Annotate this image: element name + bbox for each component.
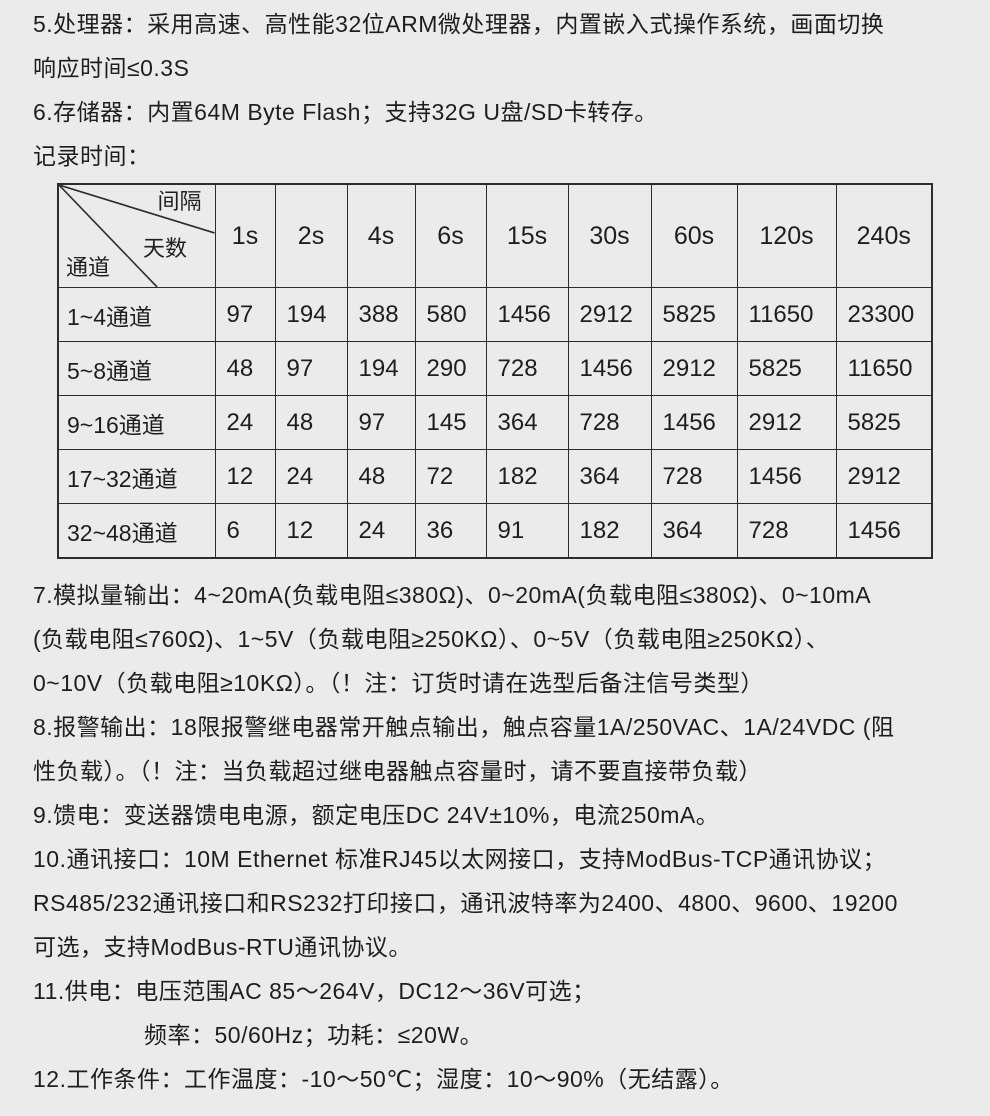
spec-item-analog-output: 7.模拟量输出：4~20mA(负载电阻≤380Ω)、0~20mA(负载电阻≤38…	[33, 573, 972, 705]
text-line: 响应时间≤0.3S	[33, 55, 190, 81]
text-line: 性负载）。（！注：当负载超过继电器触点容量时，请不要直接带负载）	[33, 758, 762, 784]
table-cell: 36	[414, 503, 487, 559]
table-cell: 1456	[650, 395, 738, 450]
text-line: 8.报警输出：18限报警继电器常开触点输出，触点容量1A/250VAC、1A/2…	[33, 714, 895, 740]
table-cell: 182	[567, 503, 652, 559]
table-header-row: 间隔 天数 通道 1s 2s 4s 6s 15s 30s 60s 120s 24…	[57, 183, 933, 288]
table-cell: 24	[346, 503, 416, 559]
table-cell: 97	[346, 395, 416, 450]
table-cell: 2912	[567, 287, 652, 342]
table-row: 5~8通道 48 97 194 290 728 1456 2912 5825 1…	[57, 341, 933, 396]
column-header: 30s	[567, 183, 652, 288]
table-cell: 364	[485, 395, 569, 450]
text-line: 5.处理器：采用高速、高性能32位ARM微处理器，内置嵌入式操作系统，画面切换	[33, 11, 885, 37]
table-cell: 388	[346, 287, 416, 342]
column-header: 1s	[214, 183, 276, 288]
table-cell: 11650	[736, 287, 837, 342]
spec-item-working-conditions: 12.工作条件：工作温度：-10～50℃；湿度：10～90%（无结露）。	[33, 1057, 972, 1101]
corner-label-interval: 间隔	[157, 189, 202, 214]
corner-label-days: 天数	[143, 236, 188, 261]
text-line: (负载电阻≤760Ω)、1~5V（负载电阻≥250KΩ）、0~5V（负载电阻≥2…	[33, 626, 830, 652]
table-cell: 2912	[650, 341, 738, 396]
column-header: 15s	[485, 183, 569, 288]
column-header: 6s	[414, 183, 487, 288]
table-cell: 364	[567, 449, 652, 504]
text-line: 7.模拟量输出：4~20mA(负载电阻≤380Ω)、0~20mA(负载电阻≤38…	[33, 582, 872, 608]
diagonal-divider-icon	[59, 185, 214, 287]
table-cell: 1456	[736, 449, 837, 504]
table-cell: 728	[650, 449, 738, 504]
table-cell: 5825	[736, 341, 837, 396]
table-cell: 728	[567, 395, 652, 450]
table-cell: 145	[414, 395, 487, 450]
table-cell: 11650	[835, 341, 933, 396]
table-cell: 97	[214, 287, 276, 342]
spec-item-power-supply: 11.供电：电压范围AC 85～264V，DC12～36V可选； 频率：50/6…	[33, 969, 972, 1057]
table-cell: 6	[214, 503, 276, 559]
table-cell: 5825	[650, 287, 738, 342]
table-cell: 5825	[835, 395, 933, 450]
table-row: 1~4通道 97 194 388 580 1456 2912 5825 1165…	[57, 287, 933, 342]
text-line: 12.工作条件：工作温度：-10～50℃；湿度：10～90%（无结露）。	[33, 1066, 734, 1092]
table-cell: 72	[414, 449, 487, 504]
table-row: 17~32通道 12 24 48 72 182 364 728 1456 291…	[57, 449, 933, 504]
table-cell: 364	[650, 503, 738, 559]
spec-item-processor: 5.处理器：采用高速、高性能32位ARM微处理器，内置嵌入式操作系统，画面切换 …	[33, 2, 972, 90]
table-cell: 194	[346, 341, 416, 396]
corner-label-channel: 通道	[66, 255, 111, 280]
table-row: 32~48通道 6 12 24 36 91 182 364 728 1456	[57, 503, 933, 559]
spec-item-storage: 6.存储器：内置64M Byte Flash；支持32G U盘/SD卡转存。	[33, 90, 972, 134]
table-cell: 1456	[485, 287, 569, 342]
table-cell: 97	[274, 341, 348, 396]
text-line: 0~10V（负载电阻≥10KΩ）。（！注：订货时请在选型后备注信号类型）	[33, 670, 764, 696]
table-cell: 48	[346, 449, 416, 504]
table-cell: 182	[485, 449, 569, 504]
column-header: 60s	[650, 183, 738, 288]
table-cell: 290	[414, 341, 487, 396]
table-cell: 728	[736, 503, 837, 559]
row-header: 9~16通道	[57, 395, 216, 450]
row-header: 5~8通道	[57, 341, 216, 396]
record-time-table: 间隔 天数 通道 1s 2s 4s 6s 15s 30s 60s 120s 24…	[57, 183, 933, 559]
text-line: 6.存储器：内置64M Byte Flash；支持32G U盘/SD卡转存。	[33, 99, 658, 125]
table-cell: 12	[214, 449, 276, 504]
column-header: 4s	[346, 183, 416, 288]
spec-item-alarm-output: 8.报警输出：18限报警继电器常开触点输出，触点容量1A/250VAC、1A/2…	[33, 705, 972, 793]
table-cell: 91	[485, 503, 569, 559]
column-header: 2s	[274, 183, 348, 288]
spec-item-communication: 10.通讯接口：10M Ethernet 标准RJ45以太网接口，支持ModBu…	[33, 837, 972, 969]
table-cell: 24	[214, 395, 276, 450]
row-header: 32~48通道	[57, 503, 216, 559]
column-header: 120s	[736, 183, 837, 288]
table-cell: 48	[274, 395, 348, 450]
table-row: 9~16通道 24 48 97 145 364 728 1456 2912 58…	[57, 395, 933, 450]
row-header: 1~4通道	[57, 287, 216, 342]
table-cell: 12	[274, 503, 348, 559]
spec-item-feed-power: 9.馈电：变送器馈电电源，额定电压DC 24V±10%，电流250mA。	[33, 793, 972, 837]
table-cell: 580	[414, 287, 487, 342]
table-cell: 194	[274, 287, 348, 342]
text-line: 频率：50/60Hz；功耗：≤20W。	[144, 1022, 484, 1048]
text-line: 可选，支持ModBus-RTU通讯协议。	[33, 934, 412, 960]
table-cell: 2912	[736, 395, 837, 450]
text-line: 9.馈电：变送器馈电电源，额定电压DC 24V±10%，电流250mA。	[33, 802, 720, 828]
text-line: 11.供电：电压范围AC 85～264V，DC12～36V可选；	[33, 978, 596, 1004]
table-cell: 24	[274, 449, 348, 504]
table-cell: 23300	[835, 287, 933, 342]
table-cell: 1456	[835, 503, 933, 559]
text-line: RS485/232通讯接口和RS232打印接口，通讯波特率为2400、4800、…	[33, 890, 898, 916]
table-corner-cell: 间隔 天数 通道	[57, 183, 216, 288]
column-header: 240s	[835, 183, 933, 288]
row-header: 17~32通道	[57, 449, 216, 504]
table-cell: 2912	[835, 449, 933, 504]
table-cell: 48	[214, 341, 276, 396]
table-cell: 1456	[567, 341, 652, 396]
table-cell: 728	[485, 341, 569, 396]
record-time-label: 记录时间：	[33, 143, 151, 169]
text-line: 10.通讯接口：10M Ethernet 标准RJ45以太网接口，支持ModBu…	[33, 846, 887, 872]
